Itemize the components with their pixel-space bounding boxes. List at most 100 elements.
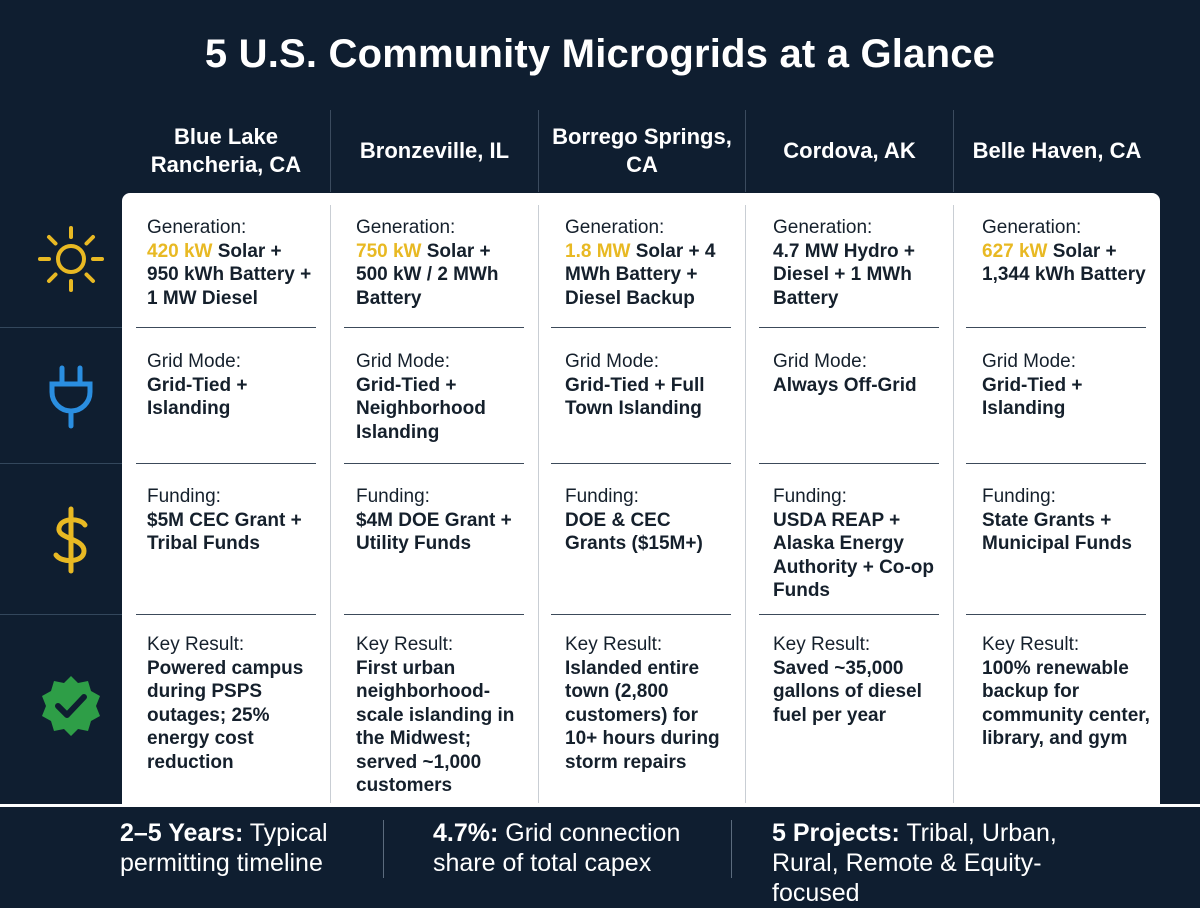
- stat-divider: [383, 820, 384, 878]
- generation-text: Solar + 950 kWh Battery + 1 MW Diesel: [147, 240, 312, 309]
- key-result-cell: Key Result: Islanded entire town (2,800 …: [565, 633, 741, 774]
- column-header-bronzeville: Bronzeville, IL: [359, 138, 510, 163]
- grid-mode-label: Grid Mode:: [356, 351, 450, 372]
- grid-mode-value: Grid-Tied + Full Town Islanding: [565, 374, 705, 420]
- row-divider: [551, 327, 731, 328]
- key-result-value: Saved ~35,000 gallons of diesel fuel per…: [773, 657, 922, 726]
- generation-cell: Generation: 627 kW Solar + 1,344 kWh Bat…: [982, 216, 1158, 287]
- funding-label: Funding:: [773, 486, 847, 507]
- key-result-value: Powered campus during PSPS outages; 25% …: [147, 657, 304, 773]
- plug-icon: [49, 365, 93, 429]
- row-divider: [759, 327, 939, 328]
- generation-value: 627 kW Solar + 1,344 kWh Battery: [982, 240, 1152, 287]
- generation-highlight: 627 kW: [982, 240, 1048, 262]
- generation-value: 420 kW Solar + 950 kWh Battery + 1 MW Di…: [147, 240, 317, 311]
- grid-mode-cell: Grid Mode: Grid-Tied + Full Town Islandi…: [565, 350, 741, 421]
- funding-cell: Funding: $5M CEC Grant + Tribal Funds: [147, 485, 323, 556]
- row-divider: [344, 463, 524, 464]
- grid-mode-value: Grid-Tied + Neighborhood Islanding: [356, 374, 486, 443]
- key-result-value: Islanded entire town (2,800 customers) f…: [565, 657, 720, 773]
- generation-label: Generation:: [773, 217, 873, 238]
- funding-label: Funding:: [565, 486, 639, 507]
- stat-value: 4.7%:: [433, 819, 499, 847]
- dollar-icon: [53, 506, 88, 574]
- sun-icon: [38, 226, 104, 292]
- grid-mode-cell: Grid Mode: Grid-Tied + Islanding: [982, 350, 1158, 421]
- generation-label: Generation:: [565, 217, 665, 238]
- grid-mode-label: Grid Mode:: [773, 351, 867, 372]
- funding-label: Funding:: [982, 486, 1056, 507]
- generation-value: 4.7 MW Hydro + Diesel + 1 MWh Battery: [773, 240, 943, 311]
- column-header-borrego-springs: Borrego Springs, CA: [552, 124, 732, 177]
- key-result-cell: Key Result: Saved ~35,000 gallons of die…: [773, 633, 949, 727]
- key-result-label: Key Result:: [356, 634, 454, 655]
- verified-badge-icon: [42, 676, 100, 736]
- key-result-cell: Key Result: First urban neighborhood-sca…: [356, 633, 532, 798]
- key-result-value: 100% renewable backup for community cent…: [982, 657, 1150, 750]
- key-result-cell: Key Result: Powered campus during PSPS o…: [147, 633, 323, 774]
- generation-label: Generation:: [356, 217, 456, 238]
- generation-cell: Generation: 750 kW Solar + 500 kW / 2 MW…: [356, 216, 532, 310]
- column-divider: [745, 205, 746, 803]
- generation-cell: Generation: 4.7 MW Hydro + Diesel + 1 MW…: [773, 216, 949, 310]
- row-divider: [0, 327, 122, 328]
- generation-text: Solar + 1,344 kWh Battery: [982, 240, 1146, 286]
- key-result-cell: Key Result: 100% renewable backup for co…: [982, 633, 1158, 751]
- key-result-label: Key Result:: [147, 634, 245, 655]
- funding-cell: Funding: $4M DOE Grant + Utility Funds: [356, 485, 532, 556]
- generation-text: 4.7 MW Hydro + Diesel + 1 MWh Battery: [773, 240, 915, 309]
- column-header-blue-lake: Blue Lake Rancheria, CA: [150, 124, 302, 177]
- column-header-cordova: Cordova, AK: [783, 138, 916, 163]
- generation-label: Generation:: [982, 217, 1082, 238]
- stat-project-types: 5 Projects: Tribal, Urban, Rural, Remote…: [772, 818, 1102, 908]
- generation-cell: Generation: 1.8 MW Solar + 4 MWh Battery…: [565, 216, 741, 310]
- grid-mode-value: Grid-Tied + Islanding: [147, 374, 248, 420]
- grid-mode-label: Grid Mode:: [982, 351, 1076, 372]
- header-divider: [953, 110, 954, 192]
- funding-value: State Grants + Municipal Funds: [982, 509, 1132, 555]
- grid-mode-cell: Grid Mode: Grid-Tied + Neighborhood Isla…: [356, 350, 532, 444]
- generation-label: Generation:: [147, 217, 247, 238]
- column-header-belle-haven: Belle Haven, CA: [972, 138, 1142, 163]
- funding-value: USDA REAP + Alaska Energy Authority + Co…: [773, 509, 934, 602]
- funding-label: Funding:: [147, 486, 221, 507]
- stat-value: 2–5 Years:: [120, 819, 244, 847]
- grid-mode-cell: Grid Mode: Grid-Tied + Islanding: [147, 350, 323, 421]
- funding-cell: Funding: USDA REAP + Alaska Energy Autho…: [773, 485, 949, 603]
- generation-highlight: 1.8 MW: [565, 240, 631, 262]
- funding-value: DOE & CEC Grants ($15M+): [565, 509, 703, 555]
- funding-value: $5M CEC Grant + Tribal Funds: [147, 509, 302, 555]
- page-title: 5 U.S. Community Microgrids at a Glance: [204, 32, 996, 76]
- key-result-label: Key Result:: [982, 634, 1080, 655]
- row-divider: [551, 614, 731, 615]
- grid-mode-label: Grid Mode:: [565, 351, 659, 372]
- comparison-table: [122, 193, 1160, 804]
- row-divider: [136, 327, 316, 328]
- key-result-label: Key Result:: [773, 634, 871, 655]
- stat-divider: [731, 820, 732, 878]
- footer-divider: [0, 804, 1200, 807]
- stat-grid-connection-share: 4.7%: Grid connection share of total cap…: [433, 818, 708, 878]
- header-divider: [745, 110, 746, 192]
- row-divider: [136, 463, 316, 464]
- row-divider: [344, 614, 524, 615]
- stat-text: Typical permitting timeline: [120, 819, 328, 877]
- funding-cell: Funding: State Grants + Municipal Funds: [982, 485, 1158, 556]
- row-divider: [136, 614, 316, 615]
- row-divider: [759, 614, 939, 615]
- grid-mode-cell: Grid Mode: Always Off-Grid: [773, 350, 949, 397]
- column-divider: [953, 205, 954, 803]
- stat-value: 5 Projects:: [772, 819, 900, 847]
- header-divider: [330, 110, 331, 192]
- generation-highlight: 420 kW: [147, 240, 213, 262]
- funding-label: Funding:: [356, 486, 430, 507]
- generation-text: Solar + 4 MWh Battery + Diesel Backup: [565, 240, 716, 309]
- generation-cell: Generation: 420 kW Solar + 950 kWh Batte…: [147, 216, 323, 310]
- grid-mode-value: Grid-Tied + Islanding: [982, 374, 1083, 420]
- grid-mode-value: Always Off-Grid: [773, 374, 917, 396]
- grid-mode-label: Grid Mode:: [147, 351, 241, 372]
- row-divider: [966, 463, 1146, 464]
- row-divider: [759, 463, 939, 464]
- key-result-value: First urban neighborhood-scale islanding…: [356, 657, 515, 797]
- row-divider: [966, 614, 1146, 615]
